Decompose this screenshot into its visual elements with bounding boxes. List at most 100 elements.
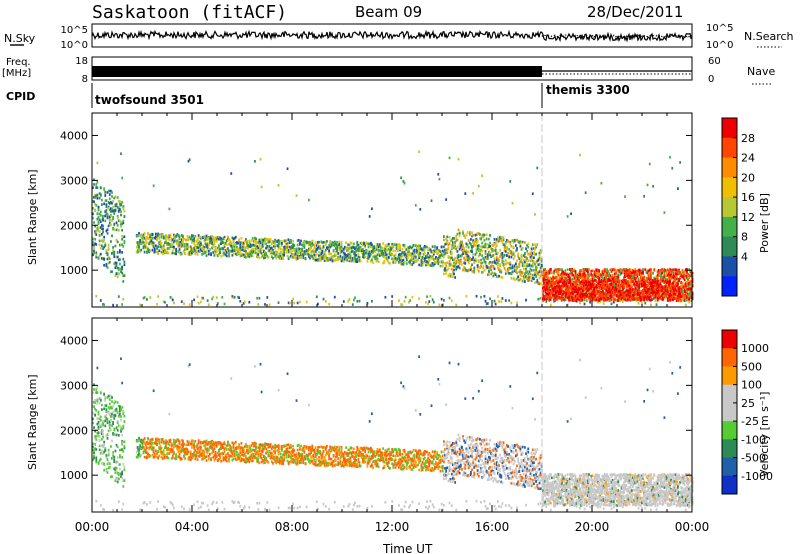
power-cell [196, 246, 199, 249]
power-cell [175, 247, 178, 251]
power-cell [525, 271, 527, 275]
power-cell [121, 267, 124, 271]
power-cell [115, 264, 118, 267]
power-cell [497, 267, 499, 270]
power-cell [525, 259, 527, 262]
power-cell [183, 237, 185, 241]
freq-tick-bottom: 8 [82, 74, 88, 85]
power-cell [647, 277, 650, 281]
power-cell [591, 275, 594, 279]
power-cell [111, 210, 113, 213]
power-cell [481, 249, 484, 253]
power-cell [233, 237, 236, 240]
power-cell [544, 272, 547, 276]
power-cell [583, 269, 586, 272]
power-cell [542, 297, 544, 301]
power-cell [457, 253, 460, 257]
power-cell [614, 284, 616, 287]
power-cell [290, 254, 292, 258]
power-cell [672, 276, 675, 280]
power-cell [548, 268, 551, 272]
power-cell [112, 227, 115, 231]
power-cell [401, 303, 404, 307]
power-cell [595, 298, 598, 302]
power-cell [98, 254, 101, 257]
power-cell [308, 243, 310, 247]
power-cell [642, 268, 644, 272]
power-cell [533, 256, 535, 260]
power-cell [112, 249, 115, 252]
power-cell [429, 248, 432, 252]
power-cell [466, 269, 469, 273]
power-cell [426, 262, 428, 265]
power-cell [122, 297, 125, 301]
power-cell [401, 254, 404, 258]
power-cell [464, 259, 467, 262]
power-cell [629, 281, 632, 284]
power-cell [679, 161, 682, 164]
power-cell [192, 250, 194, 253]
power-cell [412, 254, 415, 258]
power-cell [550, 291, 553, 295]
power-cell [348, 243, 351, 247]
power-cell [287, 301, 290, 305]
power-cell [398, 299, 400, 302]
power-cell [630, 273, 633, 277]
power-cell [222, 253, 225, 257]
power-cell [441, 264, 444, 268]
power-cell [441, 249, 444, 253]
power-cell [242, 243, 245, 246]
power-cell [104, 190, 107, 194]
power-cell [549, 303, 552, 307]
power-cell [312, 257, 315, 260]
power-cell [536, 278, 539, 282]
power-cell [410, 252, 413, 256]
power-cell [625, 274, 628, 278]
power-cell [358, 249, 361, 252]
power-cell [497, 236, 499, 240]
power-cell [646, 277, 649, 280]
power-cell [335, 250, 337, 254]
power-cell [488, 244, 490, 247]
power-cell [281, 254, 283, 257]
power-cell [498, 300, 500, 303]
power-cell [245, 252, 247, 256]
power-cell [171, 245, 174, 248]
power-cell [146, 251, 148, 255]
power-cell [238, 251, 241, 255]
power-cell [489, 245, 491, 248]
power-cell [509, 180, 512, 183]
power-cell [395, 245, 398, 249]
power-cell [624, 273, 626, 276]
power-cell [112, 209, 115, 213]
power-cell [232, 237, 235, 241]
power-cell [458, 266, 461, 270]
power-cell [106, 232, 109, 235]
power-cell [445, 237, 448, 241]
power-cell [663, 291, 666, 294]
power-cell [479, 266, 481, 269]
power-cell [277, 247, 280, 251]
power-cell [218, 248, 220, 252]
power-cell [178, 248, 181, 251]
power-cell [367, 242, 370, 246]
power-cell [156, 302, 158, 306]
power-cell [479, 237, 481, 240]
power-cell [463, 249, 466, 252]
power-cell [278, 245, 281, 249]
power-cell [499, 235, 502, 239]
power-cell [438, 260, 441, 264]
power-cell [179, 240, 182, 244]
power-cell [677, 289, 679, 292]
power-cell [385, 257, 388, 261]
power-cell [162, 244, 165, 247]
power-cell [286, 244, 289, 247]
power-cell [148, 236, 151, 240]
power-cell [122, 219, 125, 223]
power-cell [96, 193, 99, 197]
power-cell [137, 243, 139, 247]
power-cell [180, 244, 183, 248]
power-cell [319, 255, 322, 259]
power-cell [387, 261, 390, 264]
power-cell [315, 253, 318, 256]
